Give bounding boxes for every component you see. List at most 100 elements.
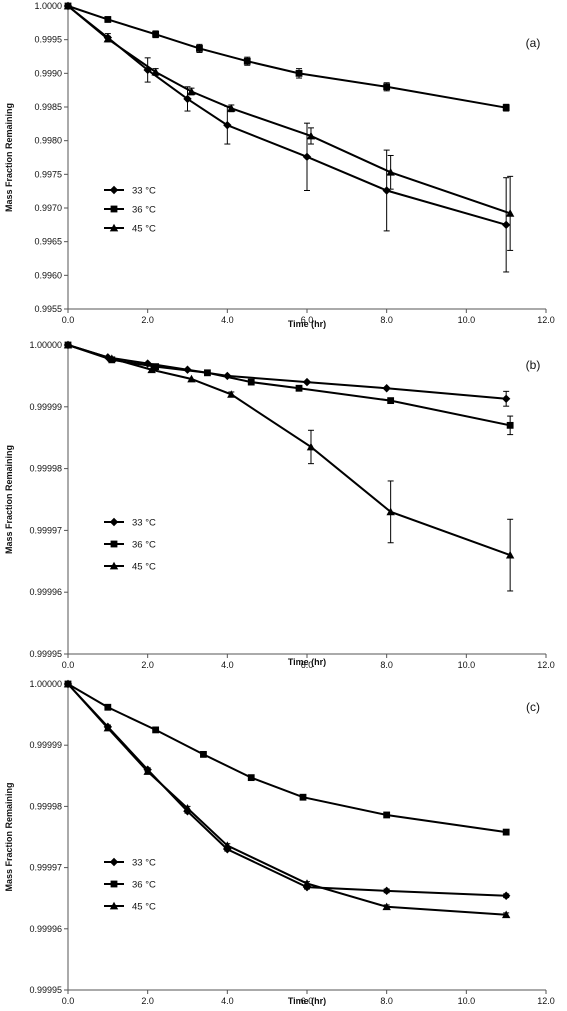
y-tick-label: 0.9960	[34, 270, 62, 280]
x-tick-label: 12.0	[537, 660, 555, 670]
y-tick-label: 0.99995	[29, 985, 62, 995]
data-point-square	[387, 397, 395, 405]
x-tick-label: 8.0	[380, 660, 393, 670]
legend-marker-square	[110, 540, 118, 548]
x-tick-label: 10.0	[458, 996, 476, 1006]
data-point-square	[383, 811, 391, 819]
y-tick-label: 1.0000	[34, 1, 62, 11]
data-point-diamond	[302, 377, 312, 387]
series-diamond	[63, 1, 511, 273]
data-point-triangle	[143, 767, 152, 775]
data-point-triangle	[103, 34, 113, 43]
data-point-diamond	[501, 220, 511, 230]
data-point-triangle	[505, 550, 515, 559]
legend-label: 45 °C	[132, 562, 156, 573]
data-point-triangle	[147, 365, 156, 374]
x-axis-title: Time (hr)	[288, 657, 326, 667]
y-axis-title: Mass Fraction Remaining	[4, 782, 14, 891]
x-tick-label: 10.0	[458, 315, 476, 325]
x-tick-label: 10.0	[458, 660, 476, 670]
y-tick-label: 0.99996	[29, 587, 62, 597]
legend-label: 33 °C	[132, 858, 156, 869]
data-point-diamond	[501, 891, 511, 900]
series-triangle	[63, 1, 515, 251]
y-tick-label: 1.00000	[29, 340, 62, 350]
data-point-triangle	[63, 1, 73, 10]
y-tick-label: 0.99997	[29, 525, 62, 535]
series-line	[67, 5, 511, 215]
data-point-triangle	[306, 131, 316, 140]
legend-marker-square	[110, 205, 118, 213]
data-point-triangle	[227, 390, 236, 398]
data-point-diamond	[382, 886, 391, 896]
data-point-triangle	[382, 902, 391, 911]
y-tick-label: 0.9990	[34, 68, 62, 78]
legend-label: 36 °C	[132, 205, 156, 216]
data-point-square	[196, 45, 203, 52]
data-point-square	[247, 774, 255, 782]
y-tick-label: 0.9970	[34, 203, 62, 213]
data-point-triangle	[302, 879, 312, 887]
panel-label: (c)	[526, 700, 540, 714]
data-point-square	[104, 703, 112, 711]
chart-panel-2: 0.99995 0.99996 0.99997 0.99998 0.99999 1.000…	[4, 340, 555, 670]
legend-marker-triangle	[109, 901, 119, 910]
x-tick-label: 0.0	[62, 315, 75, 325]
y-tick-label: 0.9985	[34, 102, 62, 112]
panel-label: (b)	[526, 358, 541, 372]
y-axis-title: Mass Fraction Remaining	[4, 103, 14, 212]
data-point-triangle	[187, 374, 196, 383]
chart-panel-1: 0.9955 0.9960 0.9965 0.9970 0.9975 0.9980 0.99…	[4, 1, 555, 329]
y-tick-label: 0.99997	[29, 863, 62, 873]
x-tick-label: 0.0	[62, 996, 75, 1006]
x-tick-label: 2.0	[141, 315, 154, 325]
data-point-triangle	[63, 340, 73, 349]
data-point-triangle	[183, 804, 192, 812]
data-point-triangle	[386, 168, 395, 176]
data-point-triangle	[306, 442, 316, 451]
y-tick-label: 0.99998	[29, 464, 62, 474]
data-point-triangle	[107, 354, 117, 362]
legend: 33 °C 36 °C 45 °C	[104, 518, 156, 573]
x-tick-label: 8.0	[380, 315, 393, 325]
data-point-square	[152, 30, 160, 38]
series-triangle	[63, 340, 515, 592]
legend-label: 36 °C	[132, 540, 156, 551]
x-tick-label: 6.0	[301, 660, 314, 670]
legend-marker-diamond	[109, 517, 119, 527]
legend-marker-square	[110, 880, 118, 888]
y-tick-label: 0.99999	[29, 402, 62, 412]
legend-label: 36 °C	[132, 880, 156, 891]
legend-marker-diamond	[109, 857, 119, 867]
data-point-triangle	[103, 723, 113, 732]
series-line	[67, 344, 511, 557]
data-point-triangle	[386, 507, 395, 516]
data-point-square	[502, 828, 510, 836]
legend-marker-diamond	[109, 185, 119, 195]
series-square	[64, 680, 510, 836]
y-tick-label: 0.99998	[29, 801, 62, 811]
x-tick-label: 12.0	[537, 315, 555, 325]
data-point-square	[204, 369, 211, 377]
data-point-diamond	[302, 152, 312, 162]
data-point-square	[104, 16, 112, 23]
data-point-diamond	[183, 94, 192, 104]
series-line	[67, 683, 507, 916]
x-tick-label: 4.0	[221, 660, 234, 670]
x-tick-label: 4.0	[221, 996, 234, 1006]
y-tick-label: 0.9995	[34, 35, 62, 45]
data-point-square	[152, 726, 160, 734]
x-tick-label: 2.0	[141, 660, 154, 670]
legend: 33 °C 36 °C 45 °C	[104, 858, 156, 913]
data-point-triangle	[505, 209, 515, 217]
data-point-square	[502, 104, 510, 112]
series-diamond	[63, 340, 511, 407]
series-diamond	[63, 679, 511, 900]
y-tick-label: 0.99999	[29, 740, 62, 750]
data-point-square	[295, 69, 303, 77]
legend-label: 45 °C	[132, 902, 156, 913]
data-point-triangle	[223, 841, 232, 849]
series-line	[67, 344, 511, 427]
series-line	[67, 5, 507, 109]
